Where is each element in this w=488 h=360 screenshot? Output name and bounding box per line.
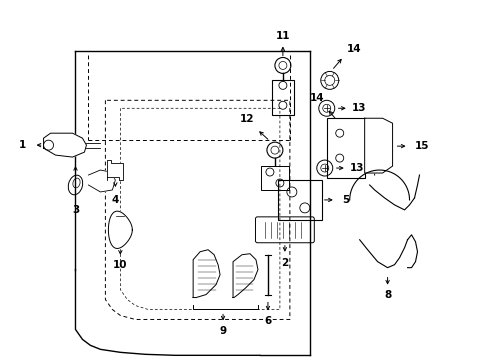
Text: 14: 14 [346, 44, 360, 54]
Text: 14: 14 [309, 93, 324, 103]
Polygon shape [108, 211, 132, 248]
Text: 6: 6 [264, 316, 271, 327]
Polygon shape [43, 133, 86, 157]
Bar [261, 166, 288, 190]
Text: 15: 15 [414, 141, 429, 151]
Text: 3: 3 [72, 205, 79, 215]
Text: 13: 13 [349, 163, 363, 173]
Text: 9: 9 [219, 327, 226, 336]
Text: 2: 2 [281, 258, 288, 268]
Polygon shape [88, 170, 115, 192]
Text: 1: 1 [19, 140, 26, 150]
Text: 13: 13 [351, 103, 365, 113]
Bar [271, 80, 293, 115]
Text: 8: 8 [383, 289, 390, 300]
Text: 7: 7 [370, 151, 378, 161]
Polygon shape [193, 250, 220, 298]
Bar [326, 118, 364, 178]
Polygon shape [233, 254, 258, 298]
Text: 12: 12 [239, 114, 254, 124]
Polygon shape [364, 118, 392, 173]
Text: 11: 11 [275, 31, 289, 41]
Polygon shape [107, 160, 123, 180]
Text: 4: 4 [111, 195, 119, 205]
Bar [277, 180, 321, 220]
Text: 10: 10 [113, 260, 127, 270]
Text: 5: 5 [342, 195, 348, 205]
